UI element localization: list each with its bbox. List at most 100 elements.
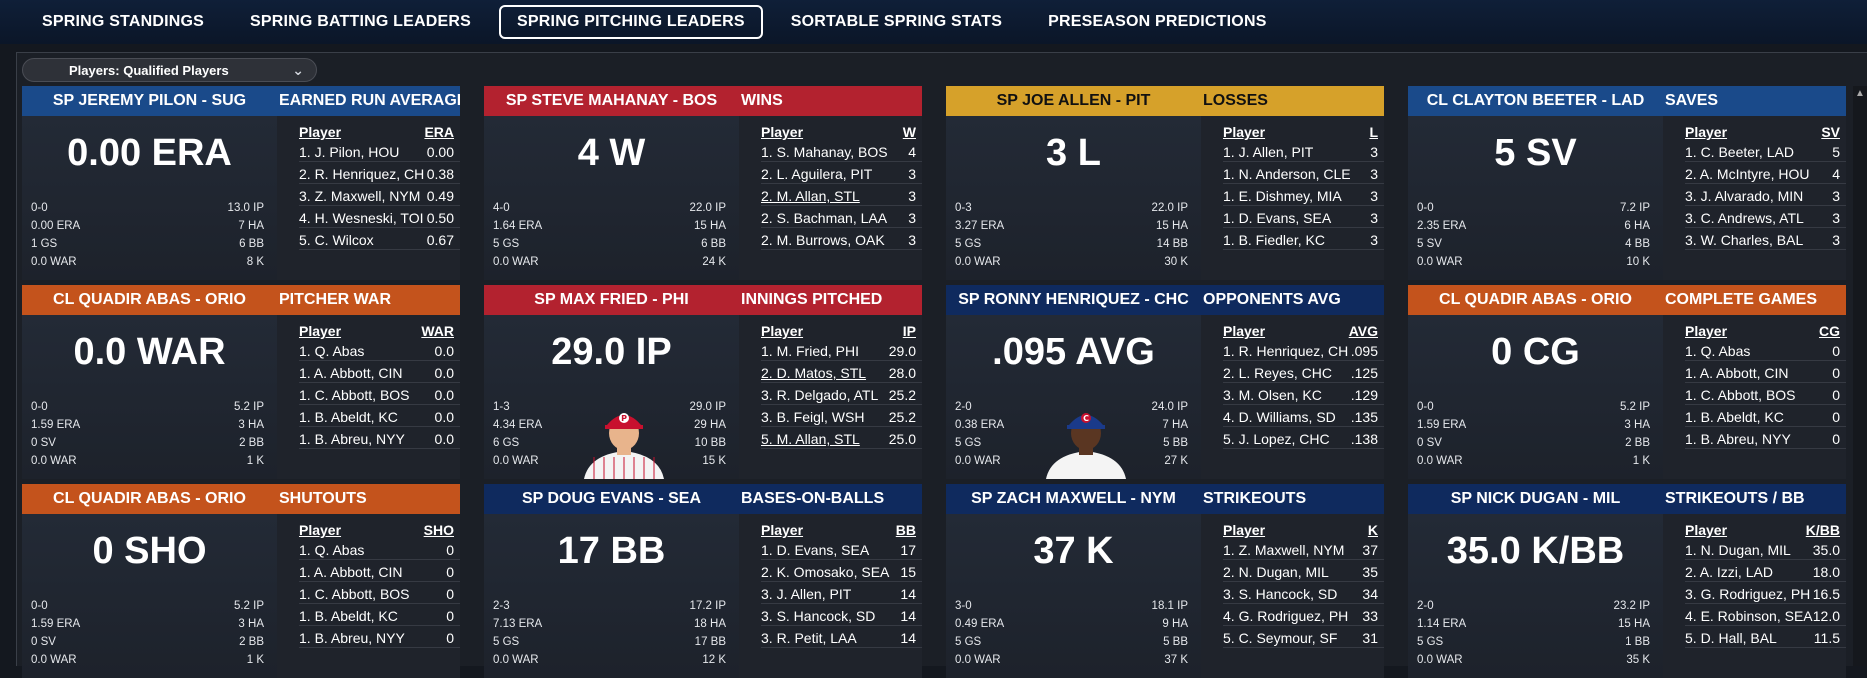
row-player[interactable]: 3. C. Andrews, ATL bbox=[1685, 210, 1804, 226]
column-header-stat[interactable]: BB bbox=[895, 522, 916, 538]
row-player[interactable]: 4. G. Rodriguez, PH bbox=[1223, 608, 1349, 624]
table-row[interactable]: 4. H. Wesneski, TOI 0.50 bbox=[299, 208, 460, 228]
row-player[interactable]: 2. A. McIntyre, HOU bbox=[1685, 166, 1810, 182]
table-row[interactable]: 1. B. Abreu, NYY 0 bbox=[299, 628, 460, 648]
row-player[interactable]: 1. C. Beeter, LAD bbox=[1685, 144, 1794, 160]
row-player[interactable]: 1. D. Evans, SEA bbox=[1223, 210, 1332, 226]
row-player[interactable]: 1. M. Fried, PHI bbox=[761, 343, 860, 359]
table-row[interactable]: 5. D. Hall, BAL 11.5 bbox=[1685, 628, 1846, 648]
row-player[interactable]: 3. S. Hancock, SD bbox=[761, 608, 876, 624]
table-row[interactable]: 3. G. Rodriguez, PH 16.5 bbox=[1685, 584, 1846, 604]
tab-spring-batting-leaders[interactable]: SPRING BATTING LEADERS bbox=[250, 13, 472, 30]
row-player[interactable]: 3. B. Feigl, WSH bbox=[761, 409, 865, 425]
row-player[interactable]: 1. B. Abreu, NYY bbox=[299, 431, 405, 447]
table-row[interactable]: 3. R. Delgado, ATL 25.2 bbox=[761, 385, 922, 405]
table-row[interactable]: 1. M. Fried, PHI 29.0 bbox=[761, 341, 922, 361]
row-player[interactable]: 1. A. Abbott, CIN bbox=[1685, 365, 1789, 381]
row-player[interactable]: 5. C. Wilcox bbox=[299, 232, 374, 248]
column-header-player[interactable]: Player bbox=[299, 323, 342, 339]
row-player[interactable]: 1. C. Abbott, BOS bbox=[299, 387, 410, 403]
leader-player-name[interactable]: SP RONNY HENRIQUEZ - CHC bbox=[958, 291, 1189, 308]
column-header-stat[interactable]: K/BB bbox=[1805, 522, 1840, 538]
table-row[interactable]: 3. S. Hancock, SD 34 bbox=[1223, 584, 1384, 604]
table-row[interactable]: 1. C. Abbott, BOS 0 bbox=[1685, 385, 1846, 405]
table-row[interactable]: 1. B. Abeldt, KC 0 bbox=[1685, 407, 1846, 427]
table-row[interactable]: 4. D. Williams, SD .135 bbox=[1223, 407, 1384, 427]
table-row[interactable]: 5. C. Wilcox 0.67 bbox=[299, 230, 460, 250]
leader-player-name[interactable]: CL QUADIR ABAS - ORIO bbox=[1439, 291, 1632, 308]
table-row[interactable]: 1. C. Abbott, BOS 0.0 bbox=[299, 385, 460, 405]
table-row[interactable]: 3. M. Olsen, KC .129 bbox=[1223, 385, 1384, 405]
row-player[interactable]: 4. H. Wesneski, TOI bbox=[299, 210, 424, 226]
table-row[interactable]: 1. A. Abbott, CIN 0 bbox=[299, 562, 460, 582]
table-row[interactable]: 2. M. Allan, STL 3 bbox=[761, 186, 922, 206]
column-header-stat[interactable]: SHO bbox=[423, 522, 454, 538]
leader-player-name[interactable]: SP ZACH MAXWELL - NYM bbox=[971, 490, 1176, 507]
table-row[interactable]: 1. E. Dishmey, MIA 3 bbox=[1223, 186, 1384, 206]
table-row[interactable]: 2. A. McIntyre, HOU 4 bbox=[1685, 164, 1846, 184]
row-player[interactable]: 5. D. Hall, BAL bbox=[1685, 630, 1777, 646]
row-player[interactable]: 1. D. Evans, SEA bbox=[761, 542, 870, 558]
row-player[interactable]: 2. N. Dugan, MIL bbox=[1223, 564, 1329, 580]
row-player[interactable]: 2. R. Henriquez, CH bbox=[299, 166, 425, 182]
row-player[interactable]: 3. S. Hancock, SD bbox=[1223, 586, 1338, 602]
row-player[interactable]: 3. W. Charles, BAL bbox=[1685, 232, 1804, 248]
row-player[interactable]: 1. J. Allen, PIT bbox=[1223, 144, 1314, 160]
column-header-player[interactable]: Player bbox=[761, 522, 804, 538]
row-player[interactable]: 1. Q. Abas bbox=[299, 343, 365, 359]
table-row[interactable]: 1. S. Mahanay, BOS 4 bbox=[761, 142, 922, 162]
row-player[interactable]: 1. E. Dishmey, MIA bbox=[1223, 188, 1342, 204]
table-row[interactable]: 1. B. Fiedler, KC 3 bbox=[1223, 230, 1384, 250]
table-row[interactable]: 2. M. Burrows, OAK 3 bbox=[761, 230, 922, 250]
table-row[interactable]: 1. N. Dugan, MIL 35.0 bbox=[1685, 540, 1846, 560]
row-player[interactable]: 1. B. Abeldt, KC bbox=[299, 608, 398, 624]
table-row[interactable]: 1. Q. Abas 0.0 bbox=[299, 341, 460, 361]
row-player[interactable]: 2. S. Bachman, LAA bbox=[761, 210, 888, 226]
table-row[interactable]: 1. B. Abeldt, KC 0 bbox=[299, 606, 460, 626]
column-header-stat[interactable]: L bbox=[1369, 124, 1378, 140]
leader-player-name[interactable]: SP JOE ALLEN - PIT bbox=[996, 92, 1151, 109]
table-row[interactable]: 3. Z. Maxwell, NYM 0.49 bbox=[299, 186, 460, 206]
row-player[interactable]: 1. Z. Maxwell, NYM bbox=[1223, 542, 1345, 558]
table-row[interactable]: 2. L. Aguilera, PIT 3 bbox=[761, 164, 922, 184]
tab-spring-standings[interactable]: SPRING STANDINGS bbox=[42, 13, 205, 30]
leader-player-name[interactable]: CL QUADIR ABAS - ORIO bbox=[53, 291, 246, 308]
table-row[interactable]: 2. N. Dugan, MIL 35 bbox=[1223, 562, 1384, 582]
leader-player-name[interactable]: SP STEVE MAHANAY - BOS bbox=[505, 92, 718, 109]
table-row[interactable]: 2. R. Henriquez, CH 0.38 bbox=[299, 164, 460, 184]
row-player[interactable]: 2. M. Allan, STL bbox=[761, 188, 860, 204]
leader-player-name[interactable]: CL CLAYTON BEETER - LAD bbox=[1426, 92, 1645, 109]
table-row[interactable]: 2. S. Bachman, LAA 3 bbox=[761, 208, 922, 228]
table-row[interactable]: 1. J. Pilon, HOU 0.00 bbox=[299, 142, 460, 162]
column-header-player[interactable]: Player bbox=[1685, 522, 1728, 538]
column-header-stat[interactable]: K bbox=[1367, 522, 1378, 538]
column-header-player[interactable]: Player bbox=[299, 124, 342, 140]
scroll-up-arrow-icon[interactable]: ▲ bbox=[1855, 88, 1865, 99]
table-row[interactable]: 1. Z. Maxwell, NYM 37 bbox=[1223, 540, 1384, 560]
row-player[interactable]: 2. D. Matos, STL bbox=[761, 365, 867, 381]
row-player[interactable]: 1. Q. Abas bbox=[299, 542, 365, 558]
table-row[interactable]: 3. R. Petit, LAA 14 bbox=[761, 628, 922, 648]
leader-player-name[interactable]: SP JEREMY PILON - SUG bbox=[52, 92, 247, 109]
table-row[interactable]: 1. A. Abbott, CIN 0.0 bbox=[299, 363, 460, 383]
table-row[interactable]: 3. J. Allen, PIT 14 bbox=[761, 584, 922, 604]
table-row[interactable]: 1. Q. Abas 0 bbox=[299, 540, 460, 560]
table-row[interactable]: 1. B. Abreu, NYY 0 bbox=[1685, 429, 1846, 449]
table-row[interactable]: 1. C. Abbott, BOS 0 bbox=[299, 584, 460, 604]
table-row[interactable]: 3. J. Alvarado, MIN 3 bbox=[1685, 186, 1846, 206]
row-player[interactable]: 1. C. Abbott, BOS bbox=[299, 586, 410, 602]
row-player[interactable]: 5. C. Seymour, SF bbox=[1223, 630, 1338, 646]
column-header-stat[interactable]: W bbox=[902, 124, 916, 140]
table-row[interactable]: 1. B. Abreu, NYY 0.0 bbox=[299, 429, 460, 449]
table-row[interactable]: 3. W. Charles, BAL 3 bbox=[1685, 230, 1846, 250]
table-row[interactable]: 2. D. Matos, STL 28.0 bbox=[761, 363, 922, 383]
column-header-player[interactable]: Player bbox=[761, 323, 804, 339]
row-player[interactable]: 2. L. Reyes, CHC bbox=[1223, 365, 1332, 381]
table-row[interactable]: 1. N. Anderson, CLE 3 bbox=[1223, 164, 1384, 184]
row-player[interactable]: 3. Z. Maxwell, NYM bbox=[299, 188, 421, 204]
row-player[interactable]: 3. R. Delgado, ATL bbox=[761, 387, 879, 403]
table-row[interactable]: 2. K. Omosako, SEA 15 bbox=[761, 562, 922, 582]
table-row[interactable]: 5. J. Lopez, CHC .138 bbox=[1223, 429, 1384, 449]
column-header-player[interactable]: Player bbox=[761, 124, 804, 140]
row-player[interactable]: 3. M. Olsen, KC bbox=[1223, 387, 1322, 403]
